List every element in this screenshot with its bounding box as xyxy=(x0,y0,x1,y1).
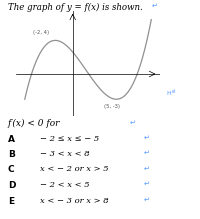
Text: − 3 < x < 8: − 3 < x < 8 xyxy=(40,150,90,158)
Text: ↵: ↵ xyxy=(144,135,150,141)
Text: E: E xyxy=(8,197,14,206)
Text: x < − 3 or x > 8: x < − 3 or x > 8 xyxy=(40,197,109,205)
Text: x < − 2 or x > 5: x < − 2 or x > 5 xyxy=(40,165,109,173)
Text: D: D xyxy=(8,181,16,190)
Text: (-2, 4): (-2, 4) xyxy=(33,30,50,35)
Text: − 2 < x < 5: − 2 < x < 5 xyxy=(40,181,90,189)
Text: A: A xyxy=(8,135,15,144)
Text: el: el xyxy=(172,89,176,94)
Text: C: C xyxy=(8,165,15,174)
Text: H: H xyxy=(166,91,171,96)
Text: B: B xyxy=(8,150,15,159)
Text: − 2 ≤ x ≤ − 5: − 2 ≤ x ≤ − 5 xyxy=(40,135,99,143)
Text: The graph of y = f(x) is shown.: The graph of y = f(x) is shown. xyxy=(8,3,143,12)
Text: ↵: ↵ xyxy=(144,197,150,203)
Text: ↵: ↵ xyxy=(152,3,158,9)
Text: ↵: ↵ xyxy=(144,181,150,187)
Text: f′(x) < 0 for: f′(x) < 0 for xyxy=(8,119,60,129)
Text: (5, -3): (5, -3) xyxy=(104,104,120,109)
Text: ↵: ↵ xyxy=(144,165,150,171)
Text: ↵: ↵ xyxy=(130,119,136,125)
Text: ↵: ↵ xyxy=(144,150,150,156)
